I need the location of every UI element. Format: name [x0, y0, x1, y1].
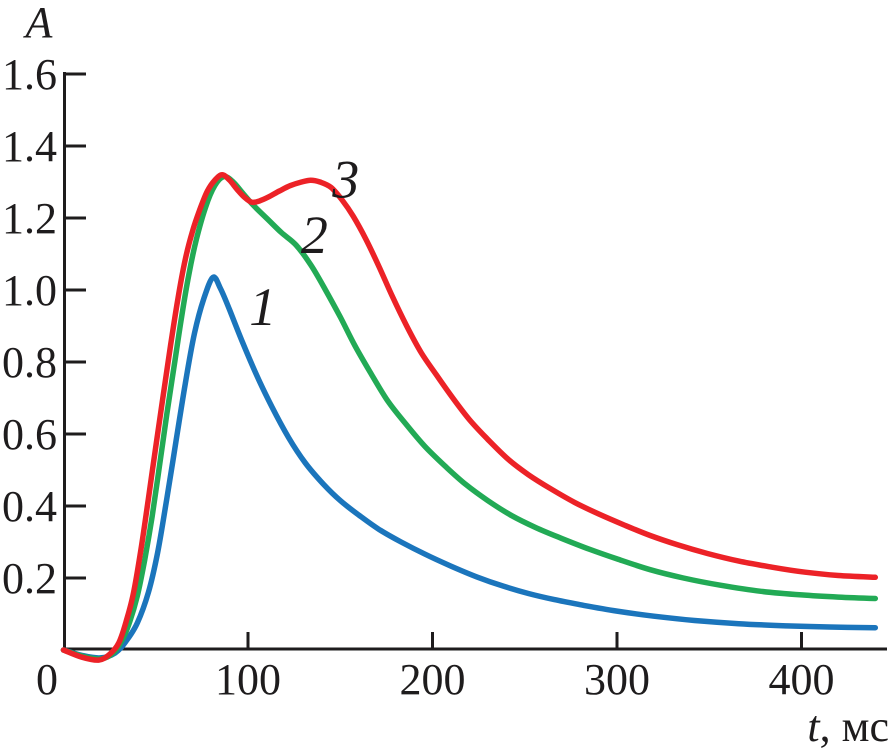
axes — [63, 72, 887, 651]
x-tick-label: 400 — [769, 655, 835, 704]
x-axis-title-unit: , мс — [820, 702, 889, 751]
curve-label-3: 3 — [331, 149, 359, 209]
x-tick-label: 0 — [36, 655, 58, 704]
x-axis-title-symbol: t — [807, 702, 821, 751]
y-tick-label: 0.6 — [2, 410, 57, 459]
y-tick-label: 0.8 — [2, 338, 57, 387]
x-tick-label: 100 — [215, 655, 281, 704]
y-tick-label: 0.4 — [2, 482, 57, 531]
y-tick-label: 1.6 — [2, 50, 57, 99]
x-tick-label: 200 — [400, 655, 466, 704]
y-tick-label: 1.4 — [2, 122, 57, 171]
y-tick-label: 1.2 — [2, 194, 57, 243]
curve-label-1: 1 — [249, 277, 276, 337]
y-tick-label: 0.2 — [2, 554, 57, 603]
y-axis-title: A — [23, 0, 54, 47]
tick-labels: 0.2 0.4 0.6 0.8 1.0 1.2 1.4 1.6 0 100 200 300 400 — [2, 50, 835, 704]
curve-label-2: 2 — [301, 205, 328, 265]
curve-1 — [60, 274, 879, 661]
curve-2 — [60, 173, 879, 662]
x-tick-label: 300 — [584, 655, 650, 704]
curve-3 — [60, 172, 879, 663]
curve-labels: 123 — [249, 149, 359, 337]
x-axis-title: t, мс — [807, 702, 889, 751]
curves — [60, 172, 879, 663]
y-tick-label: 1.0 — [2, 266, 57, 315]
